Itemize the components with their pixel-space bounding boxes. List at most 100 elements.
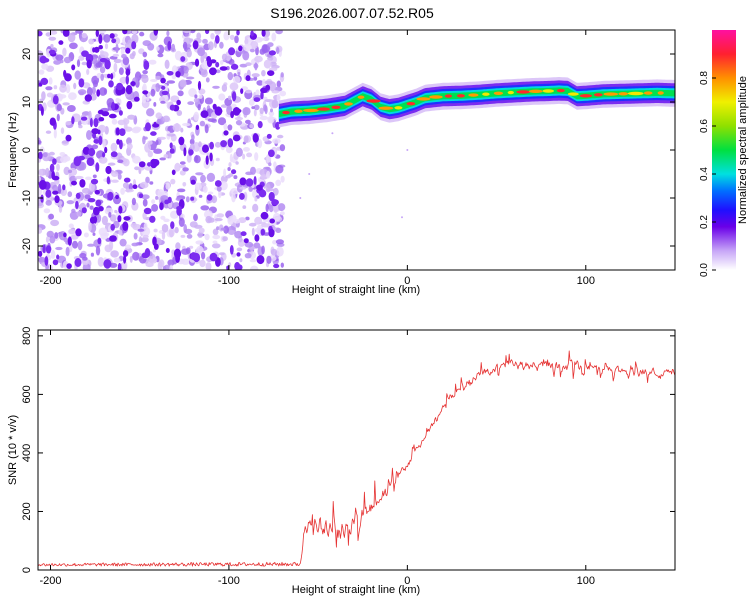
noise-speck-strong (79, 179, 86, 188)
noise-speck (42, 152, 48, 158)
noise-speck (121, 260, 128, 270)
noise-speck (50, 44, 54, 48)
noise-speck (81, 61, 88, 66)
noise-speck-strong (267, 70, 275, 76)
noise-speck (69, 42, 78, 50)
noise-speck-strong (236, 30, 240, 36)
y-tick-label: 0 (21, 567, 33, 573)
noise-speck (189, 30, 196, 34)
noise-speck (166, 80, 176, 84)
noise-speck (254, 152, 259, 161)
noise-speck-strong (52, 190, 59, 195)
noise-speck (110, 142, 118, 152)
noise-speck (259, 115, 269, 121)
noise-speck (100, 73, 104, 82)
y-tick-label: -20 (21, 238, 33, 254)
noise-speck (182, 182, 187, 187)
noise-speck (193, 213, 198, 222)
noise-speck (182, 30, 191, 34)
noise-speck (249, 259, 257, 263)
noise-speck (119, 238, 127, 247)
noise-speck (276, 93, 281, 102)
noise-speck (139, 181, 149, 189)
noise-speck-strong (254, 234, 260, 242)
noise-speck (166, 30, 170, 37)
noise-speck (133, 232, 138, 240)
noise-speck (50, 30, 58, 35)
noise-speck-strong (195, 124, 200, 130)
noise-speck-strong (63, 232, 67, 238)
noise-speck-strong (130, 81, 136, 87)
noise-speck (242, 153, 246, 160)
noise-speck (198, 194, 203, 198)
noise-speck-strong (71, 116, 75, 125)
noise-speck (120, 48, 125, 56)
noise-speck (205, 77, 210, 83)
noise-speck (236, 247, 243, 252)
noise-speck (53, 128, 57, 139)
noise-speck-strong (97, 237, 102, 245)
noise-speck-strong (109, 235, 117, 242)
noise-speck (104, 244, 113, 253)
noise-speck (249, 48, 255, 53)
noise-speck (67, 169, 73, 174)
noise-speck (254, 216, 262, 225)
noise-speck (189, 245, 194, 249)
noise-speck-strong (235, 264, 243, 270)
ridge-peak (444, 94, 452, 98)
noise-speck (95, 35, 99, 43)
noise-speck (197, 47, 206, 57)
noise-speck-strong (52, 175, 60, 181)
noise-speck (55, 246, 63, 251)
ridge-peak (627, 91, 644, 96)
noise-speck-strong (260, 87, 268, 94)
noise-speck-strong (170, 221, 175, 230)
noise-speck (132, 50, 136, 57)
noise-speck (41, 91, 46, 101)
noise-speck (214, 141, 221, 148)
noise-speck (248, 222, 257, 227)
noise-speck-strong (93, 216, 98, 224)
noise-speck (170, 178, 176, 185)
y-tick-label: 400 (21, 444, 33, 462)
noise-speck (267, 42, 274, 47)
noise-speck (232, 75, 241, 84)
noise-speck-strong (98, 45, 103, 50)
noise-speck (70, 234, 79, 240)
noise-speck-strong (118, 205, 123, 214)
noise-speck (88, 221, 92, 232)
spectrogram-plot-area (38, 30, 675, 270)
noise-speck (140, 237, 149, 243)
noise-speck-strong (149, 215, 156, 223)
noise-speck (147, 150, 153, 158)
noise-speck-strong (176, 206, 182, 211)
noise-speck-strong (169, 142, 173, 149)
noise-speck (253, 104, 260, 111)
noise-speck-strong (268, 149, 275, 158)
noise-speck-strong (39, 55, 48, 64)
noise-speck (185, 196, 190, 203)
noise-speck (61, 140, 69, 144)
colorbar-label: Normalized spectral amplitude (737, 76, 749, 224)
noise-speck-strong (52, 259, 59, 266)
noise-speck (50, 249, 56, 259)
noise-speck (229, 82, 239, 91)
noise-speck-strong (152, 123, 160, 128)
noise-speck-strong (240, 88, 244, 94)
noise-speck (88, 110, 92, 121)
noise-speck (244, 253, 252, 259)
noise-speck (155, 195, 159, 200)
noise-speck (189, 221, 198, 228)
noise-speck (59, 152, 66, 157)
noise-speck-strong (123, 216, 131, 221)
noise-speck-strong (219, 66, 228, 71)
noise-speck (108, 211, 112, 218)
colorbar-tick-label: 0.8 (699, 71, 710, 85)
noise-speck (177, 188, 186, 193)
noise-speck (75, 30, 84, 34)
noise-speck (208, 41, 214, 51)
noise-speck (150, 88, 156, 97)
noise-speck (244, 241, 254, 248)
noise-speck (245, 62, 252, 66)
